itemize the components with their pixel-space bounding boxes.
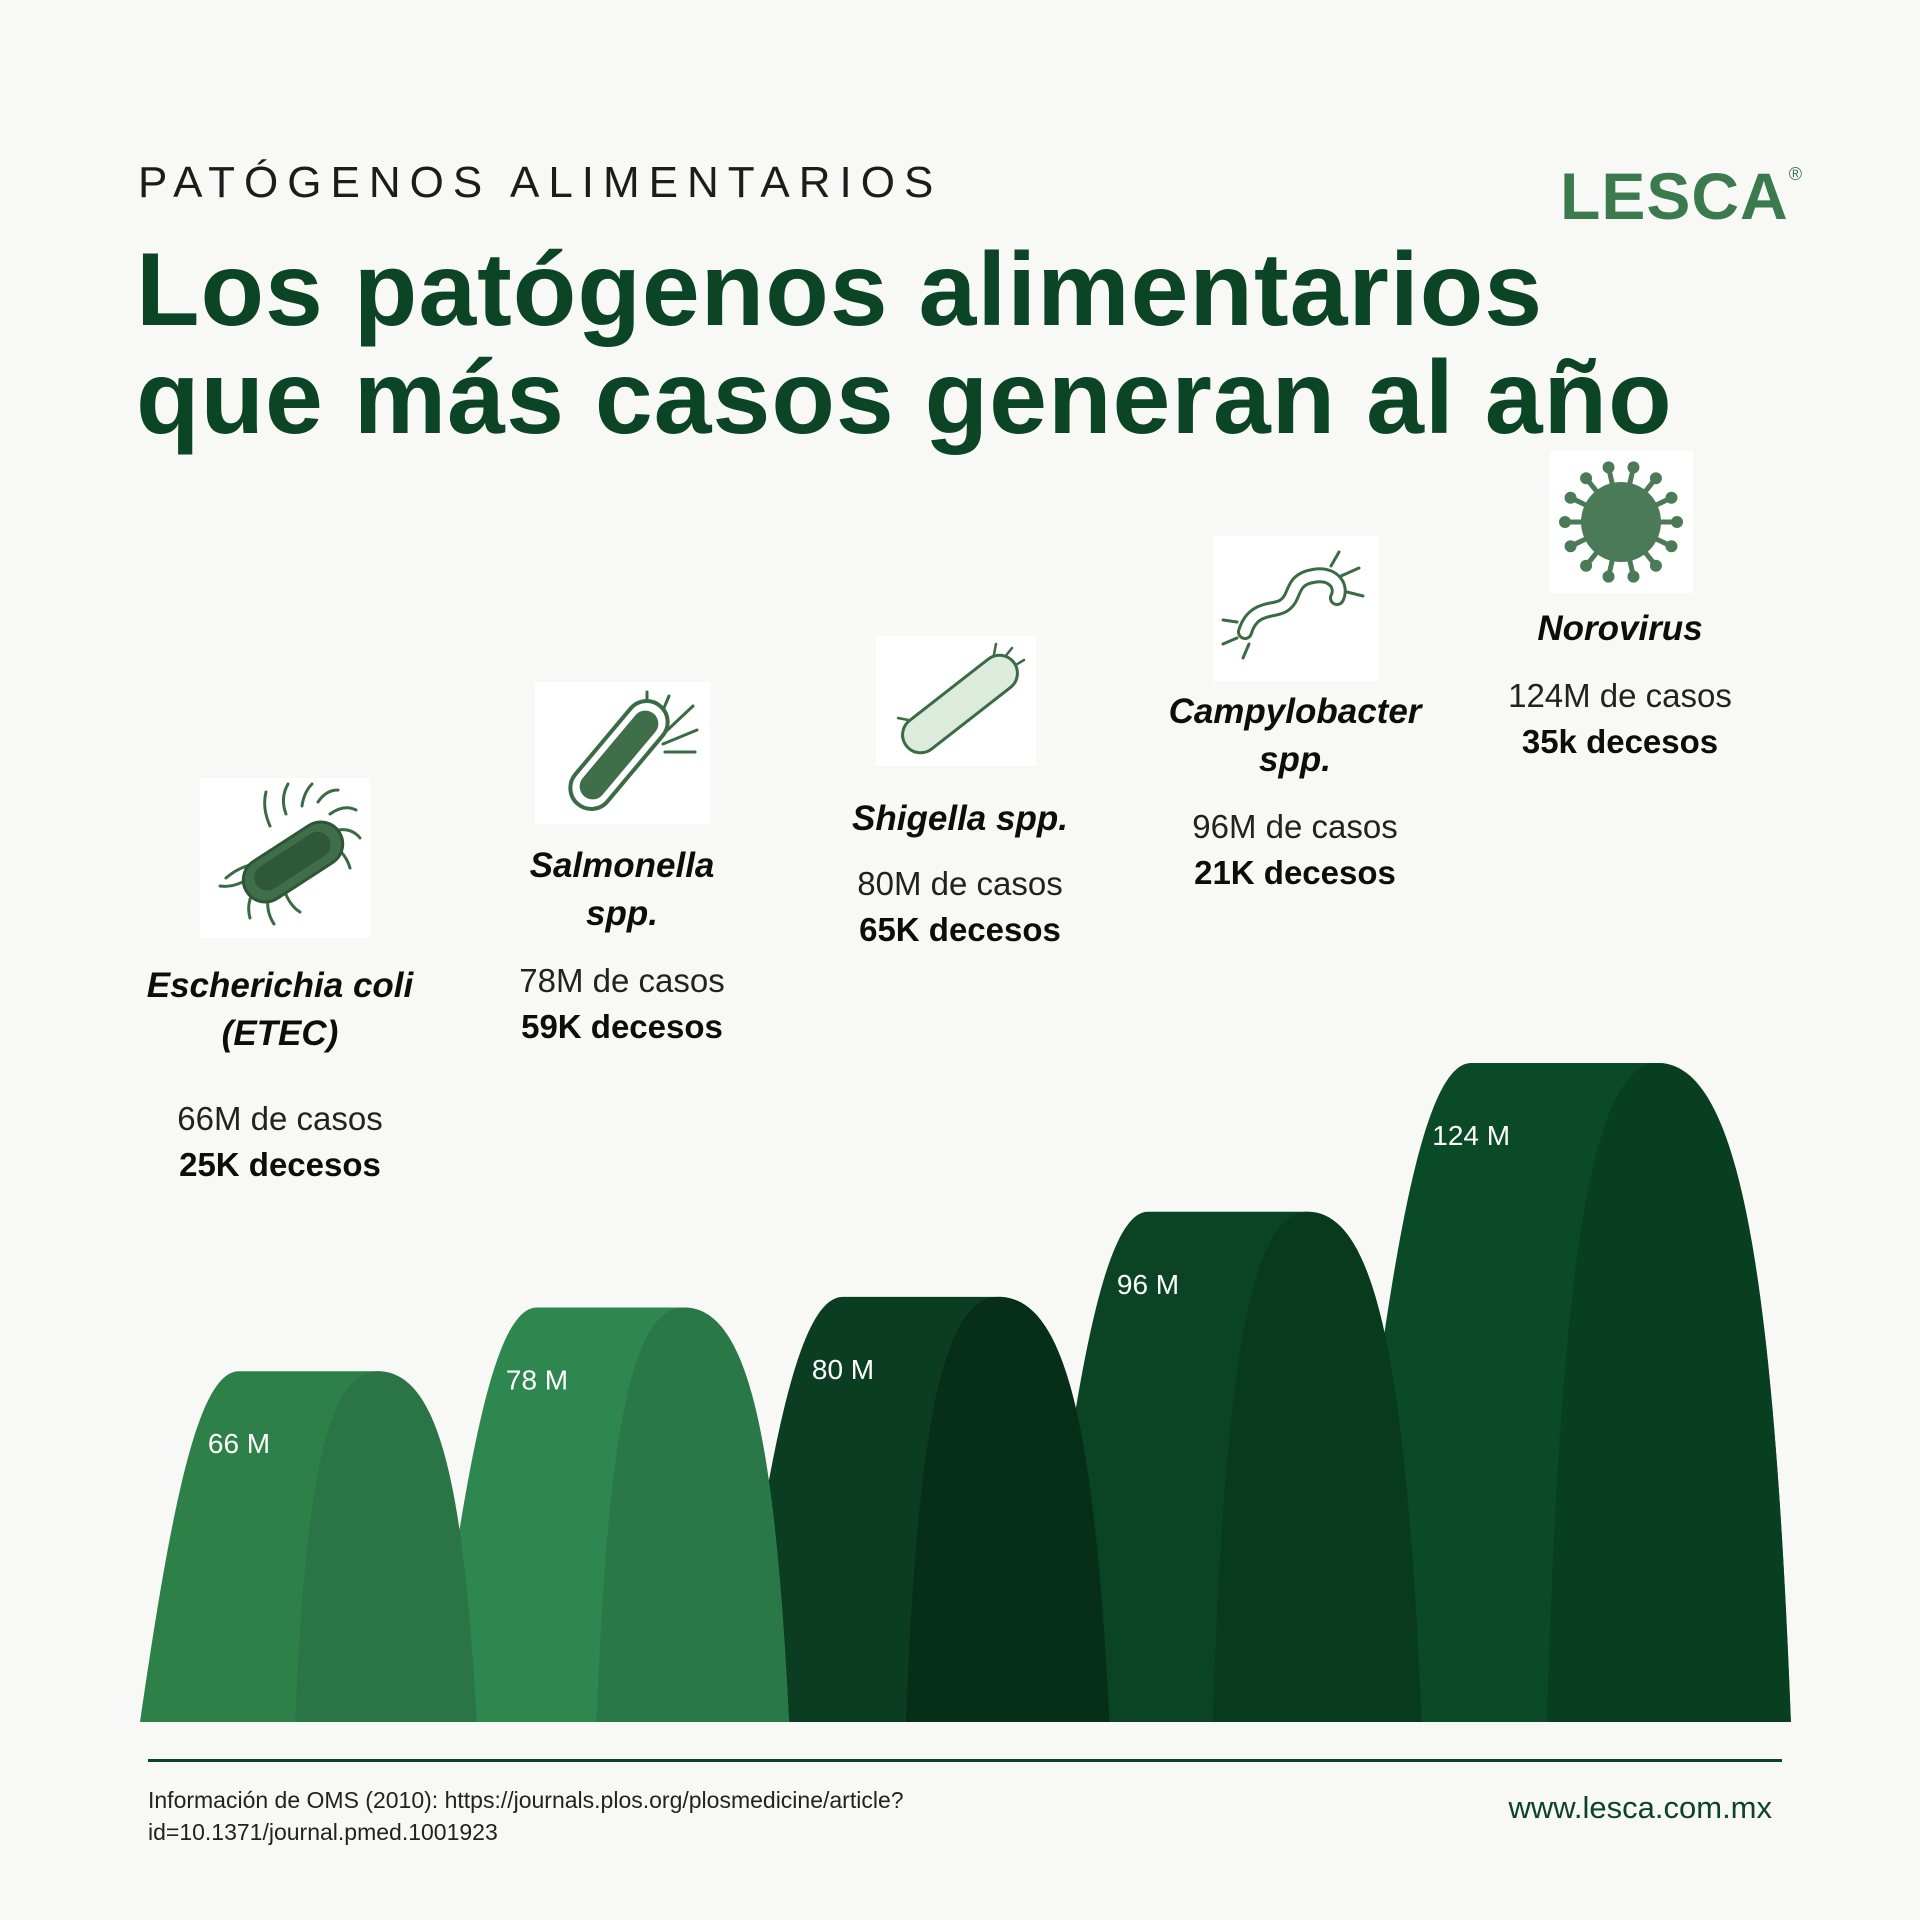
pathogen-deaths: 25K decesos bbox=[179, 1146, 381, 1183]
title-line-2: que más casos generan al año bbox=[136, 340, 1673, 456]
pathogen-deaths: 59K decesos bbox=[521, 1008, 723, 1045]
pathogen-deaths: 65K decesos bbox=[859, 911, 1061, 948]
pathogen-cases: 66M de casos bbox=[177, 1100, 383, 1137]
pathogen-cases: 80M de casos bbox=[857, 865, 1063, 902]
pathogen-name-line2: spp. bbox=[1259, 740, 1331, 779]
chart-value-label: 80 M bbox=[812, 1354, 874, 1385]
chart-bar-4: 96 M bbox=[1034, 1211, 1422, 1722]
footer-divider bbox=[148, 1759, 1782, 1762]
pathogen-cases: 96M de casos bbox=[1192, 808, 1398, 845]
source-line-2: id=10.1371/journal.pmed.1001923 bbox=[148, 1819, 498, 1845]
pathogen-info-shigella: Shigella spp. 80M de casos 65K decesos bbox=[810, 795, 1110, 953]
chart-bar-3: 80 M bbox=[732, 1296, 1110, 1722]
pathogen-info-campylobacter: Campylobacter spp. 96M de casos 21K dece… bbox=[1145, 688, 1445, 896]
pathogen-name: Campylobacter bbox=[1168, 692, 1422, 731]
chart-value-label: 124 M bbox=[1432, 1120, 1510, 1151]
pathogen-cases: 78M de casos bbox=[519, 962, 725, 999]
chart-bar-2: 78 M bbox=[432, 1307, 789, 1722]
pathogen-name: Norovirus bbox=[1537, 609, 1703, 648]
lesca-logo: LESCA® bbox=[1560, 159, 1803, 233]
chart-value-label: 66 M bbox=[208, 1428, 270, 1459]
source-line-1: Información de OMS (2010): https://journ… bbox=[148, 1787, 904, 1813]
pathogen-info-ecoli: Escherichia coli (ETEC) 66M de casos 25K… bbox=[130, 962, 430, 1188]
pathogen-deaths: 21K decesos bbox=[1194, 854, 1396, 891]
source-citation: Información de OMS (2010): https://journ… bbox=[148, 1784, 1068, 1848]
pathogen-cases: 124M de casos bbox=[1508, 677, 1732, 714]
pathogen-info-norovirus: Norovirus 124M de casos 35k decesos bbox=[1470, 605, 1770, 765]
website-link[interactable]: www.lesca.com.mx bbox=[1508, 1790, 1772, 1825]
pathogen-name: Escherichia coli bbox=[146, 966, 414, 1005]
rod-bacterium-polar-flagella-icon bbox=[535, 682, 710, 824]
chart-bar-5: 124 M bbox=[1338, 1063, 1791, 1722]
pathogen-name: Shigella spp. bbox=[852, 799, 1068, 838]
virus-icon bbox=[1550, 451, 1693, 593]
page-title: Los patógenos alimentarios que más casos… bbox=[136, 236, 1673, 452]
pathogen-info-salmonella: Salmonella spp. 78M de casos 59K decesos bbox=[472, 842, 772, 1050]
chart-bar-1: 66 M bbox=[140, 1371, 477, 1722]
pathogen-name-line2: spp. bbox=[586, 894, 658, 933]
title-line-1: Los patógenos alimentarios bbox=[136, 232, 1544, 348]
spiral-bacterium-icon bbox=[1213, 536, 1378, 681]
pathogen-name: Salmonella bbox=[529, 846, 715, 885]
pathogen-deaths: 35k decesos bbox=[1521, 723, 1719, 760]
light-rod-bacterium-icon bbox=[876, 636, 1036, 766]
rod-bacterium-flagella-icon bbox=[200, 778, 370, 938]
pathogen-name-line2: (ETEC) bbox=[221, 1014, 339, 1053]
header-kicker: PATÓGENOS ALIMENTARIOS bbox=[138, 158, 943, 207]
chart-value-label: 96 M bbox=[1117, 1269, 1179, 1300]
chart-value-label: 78 M bbox=[506, 1364, 568, 1395]
